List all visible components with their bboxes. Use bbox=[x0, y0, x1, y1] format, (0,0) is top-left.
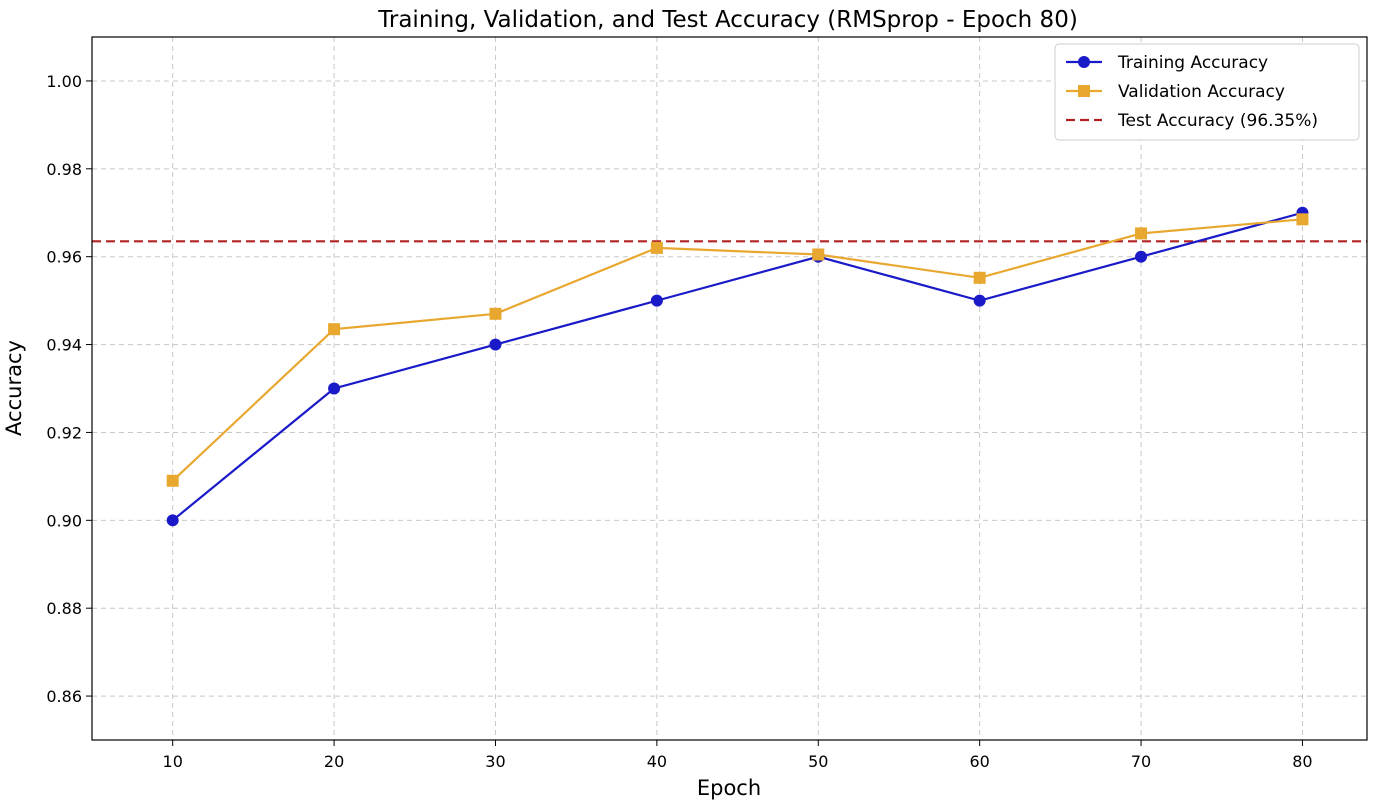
training-accuracy-point bbox=[650, 294, 663, 307]
y-tick-label: 0.88 bbox=[46, 599, 82, 618]
validation-accuracy-point bbox=[1296, 213, 1309, 226]
y-tick-label: 1.00 bbox=[46, 72, 82, 91]
x-tick-label: 70 bbox=[1131, 752, 1151, 771]
validation-accuracy-line bbox=[171, 218, 1303, 482]
x-axis: 10 20 30 40 50 60 70 80 bbox=[163, 740, 1313, 771]
x-tick-label: 30 bbox=[485, 752, 505, 771]
chart-title: Training, Validation, and Test Accuracy … bbox=[377, 7, 1078, 33]
validation-accuracy-point bbox=[489, 307, 502, 320]
y-tick-label: 0.96 bbox=[46, 248, 82, 267]
validation-accuracy-point bbox=[1135, 227, 1148, 240]
training-accuracy-point bbox=[166, 514, 179, 527]
y-tick-label: 0.86 bbox=[46, 687, 82, 706]
legend-box bbox=[1054, 43, 1360, 141]
x-tick-label: 40 bbox=[647, 752, 667, 771]
x-tick-label: 50 bbox=[808, 752, 828, 771]
x-tick-label: 80 bbox=[1292, 752, 1312, 771]
series-lines bbox=[166, 206, 1309, 527]
legend-label-test-accuracy-96-35-: Test Accuracy (96.35%) bbox=[1117, 111, 1318, 131]
validation-accuracy-point bbox=[973, 271, 986, 284]
plot-area-frame bbox=[91, 36, 1368, 741]
x-tick-label: 60 bbox=[969, 752, 989, 771]
validation-accuracy-point bbox=[166, 474, 179, 487]
training-accuracy-point bbox=[973, 294, 986, 307]
y-tick-label: 0.94 bbox=[46, 336, 82, 355]
y-axis: 0.86 0.88 0.90 0.92 0.94 0.96 0.98 1.00 bbox=[46, 72, 92, 706]
validation-accuracy-point bbox=[328, 323, 341, 336]
legend-label-validation-accuracy: Validation Accuracy bbox=[1118, 82, 1285, 102]
x-tick-label: 20 bbox=[324, 752, 344, 771]
gridlines bbox=[92, 37, 1367, 740]
training-accuracy-point bbox=[328, 382, 341, 395]
training-accuracy-point bbox=[1135, 250, 1148, 263]
x-axis-label: Epoch bbox=[697, 776, 761, 800]
legend-marker bbox=[1078, 56, 1090, 68]
training-accuracy-point bbox=[489, 338, 502, 351]
legend-label-training-accuracy: Training Accuracy bbox=[1117, 53, 1268, 73]
y-tick-label: 0.90 bbox=[46, 511, 82, 530]
training-accuracy-line bbox=[172, 211, 1303, 522]
validation-accuracy-point bbox=[650, 241, 663, 254]
y-axis-label: Accuracy bbox=[2, 340, 26, 436]
validation-accuracy-point bbox=[812, 248, 825, 261]
x-tick-label: 10 bbox=[163, 752, 183, 771]
legend: Training Accuracy Validation Accuracy Test… bbox=[1054, 43, 1360, 141]
y-tick-label: 0.98 bbox=[46, 160, 82, 179]
y-tick-label: 0.92 bbox=[46, 423, 82, 442]
legend-marker bbox=[1078, 85, 1090, 97]
